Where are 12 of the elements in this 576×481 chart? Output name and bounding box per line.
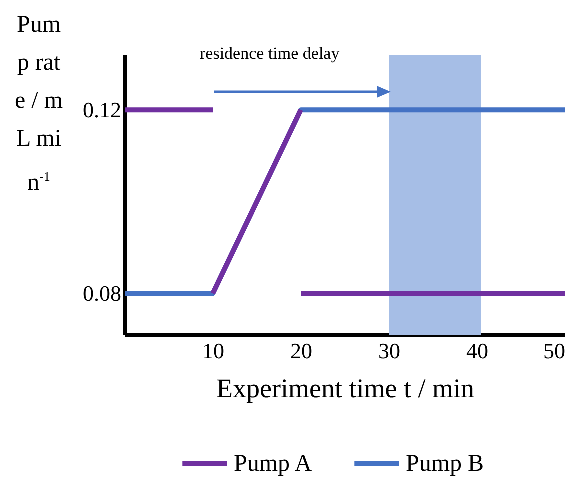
x-tick-label: 20 — [290, 338, 312, 364]
x-tick-label: 30 — [378, 338, 400, 364]
y-tick-label: 0.12 — [83, 98, 122, 123]
x-axis-title: Experiment time t / min — [216, 374, 475, 404]
annotation: residence time delay — [200, 44, 340, 64]
y-axis-title: Pump rate / mL min$^{-1}$ — [14, 11, 64, 198]
y-tick-label: 0.08 — [83, 281, 122, 306]
legend-label: Pump B — [406, 451, 484, 477]
x-tick-label: 10 — [202, 338, 224, 364]
legend-label: Pump A — [234, 451, 313, 477]
x-tick-label: 50 — [544, 338, 566, 364]
x-tick-label: 40 — [466, 338, 488, 364]
